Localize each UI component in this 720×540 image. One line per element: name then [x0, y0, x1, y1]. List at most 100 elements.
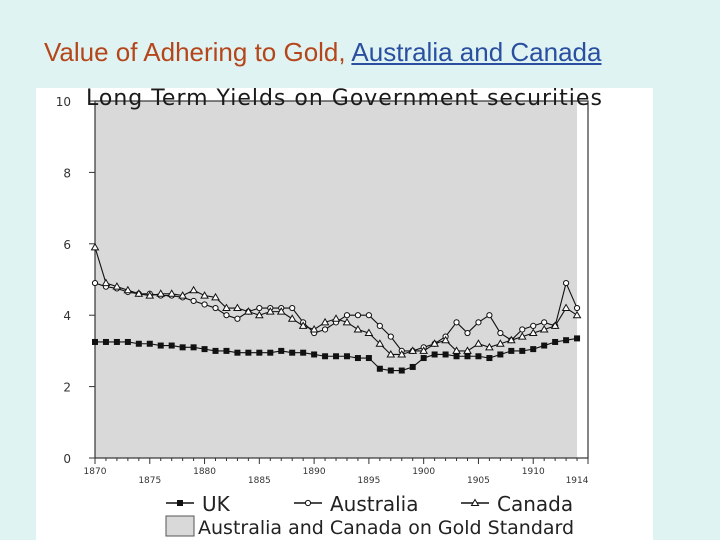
- data-point-uk: [552, 338, 559, 345]
- data-point-uk: [530, 346, 537, 353]
- data-point-canada: [265, 307, 275, 315]
- data-point-uk: [124, 338, 131, 345]
- data-point-canada: [178, 291, 188, 299]
- data-point-uk: [92, 338, 98, 345]
- data-point-canada: [233, 303, 242, 312]
- slide-title-text: Value of Adhering to Gold,: [44, 37, 352, 67]
- data-point-canada: [244, 307, 253, 315]
- data-point-canada: [101, 278, 111, 287]
- data-point-uk: [563, 337, 570, 344]
- legend-label-uk: UK: [202, 492, 231, 516]
- data-point-canada: [331, 314, 341, 322]
- data-point-uk: [289, 349, 296, 356]
- x-tick-label: 1905: [467, 476, 490, 486]
- data-point-australia: [365, 312, 372, 319]
- data-point-uk: [201, 346, 208, 353]
- data-point-canada: [441, 335, 450, 344]
- data-point-australia: [497, 329, 504, 337]
- data-point-uk: [343, 353, 350, 360]
- data-point-uk: [486, 355, 493, 362]
- data-point-canada: [222, 303, 231, 312]
- data-point-australia: [190, 297, 197, 305]
- data-point-uk: [212, 347, 219, 354]
- data-point-uk: [453, 353, 460, 360]
- data-point-australia: [212, 304, 219, 312]
- data-point-canada: [211, 292, 220, 301]
- data-point-canada: [452, 346, 461, 354]
- data-point-australia: [475, 319, 482, 326]
- data-point-uk: [387, 367, 394, 374]
- data-point-canada: [517, 332, 527, 340]
- data-point-canada: [167, 289, 177, 297]
- y-tick-label: 6: [63, 238, 71, 252]
- data-point-uk: [245, 349, 252, 356]
- data-point-canada: [474, 339, 483, 347]
- data-point-canada: [254, 310, 264, 319]
- data-point-canada: [506, 335, 516, 344]
- data-point-uk: [541, 342, 548, 349]
- data-point-australia: [321, 326, 329, 333]
- data-point-canada: [550, 321, 560, 329]
- data-point-canada: [90, 242, 100, 251]
- data-point-australia: [223, 312, 230, 319]
- x-tick-label: 1890: [303, 467, 326, 477]
- data-point-uk: [464, 353, 471, 360]
- data-point-canada: [353, 324, 363, 333]
- data-point-canada: [134, 289, 144, 297]
- data-point-uk: [157, 342, 164, 349]
- data-point-uk: [168, 342, 175, 349]
- data-point-uk: [442, 351, 449, 358]
- data-point-canada: [375, 339, 385, 347]
- data-point-canada: [309, 324, 319, 333]
- data-point-uk: [267, 349, 274, 356]
- data-point-canada: [156, 289, 166, 297]
- data-point-australia: [519, 326, 526, 333]
- slide-title: Value of Adhering to Gold, Australia and…: [44, 33, 644, 71]
- data-point-uk: [234, 349, 241, 356]
- data-point-australia: [343, 312, 351, 319]
- data-point-australia: [201, 301, 208, 308]
- data-point-uk: [179, 344, 186, 351]
- y-tick-label: 2: [63, 381, 71, 395]
- data-point-australia: [376, 322, 383, 330]
- data-point-uk: [409, 363, 416, 370]
- data-point-uk: [497, 351, 504, 358]
- data-point-australia: [289, 304, 296, 312]
- x-tick-label: 1914: [566, 476, 589, 486]
- data-point-canada: [495, 339, 505, 347]
- data-point-uk: [420, 355, 427, 362]
- y-tick-label: 0: [63, 452, 71, 466]
- data-point-uk: [376, 365, 383, 372]
- data-point-australia: [453, 319, 460, 326]
- y-tick-label: 10: [56, 95, 71, 109]
- data-point-canada: [485, 342, 494, 351]
- data-point-canada: [145, 291, 155, 299]
- data-point-uk: [311, 351, 318, 358]
- data-point-uk: [354, 355, 361, 362]
- data-point-uk: [365, 355, 372, 362]
- x-tick-label: 1910: [522, 467, 545, 477]
- x-tick-label: 1900: [412, 467, 435, 477]
- data-point-uk: [333, 353, 340, 360]
- slide-title-link[interactable]: Australia and Canada: [351, 37, 602, 67]
- data-point-canada: [276, 307, 286, 315]
- data-point-australia: [573, 304, 581, 312]
- legend-marker-canada: [470, 498, 480, 506]
- legend-swatch-gold-standard: [165, 515, 195, 537]
- data-point-uk: [398, 367, 405, 374]
- data-point-canada: [430, 339, 439, 347]
- data-point-uk: [300, 349, 307, 356]
- data-point-uk: [146, 340, 153, 347]
- data-point-canada: [342, 317, 352, 326]
- data-point-uk: [508, 347, 515, 354]
- data-point-uk: [256, 349, 263, 356]
- data-point-canada: [386, 349, 396, 358]
- data-point-canada: [320, 317, 330, 326]
- legend-label-canada: Canada: [497, 492, 573, 516]
- data-point-canada: [561, 303, 571, 312]
- data-point-australia: [541, 319, 548, 326]
- data-point-australia: [256, 304, 263, 312]
- chart-figure: 0 2 4 6 8 10 1870 1875 1880 1885 1890 1895 1900 1905 1…: [36, 86, 653, 540]
- data-point-canada: [287, 314, 297, 322]
- plot-frame: [94, 100, 589, 459]
